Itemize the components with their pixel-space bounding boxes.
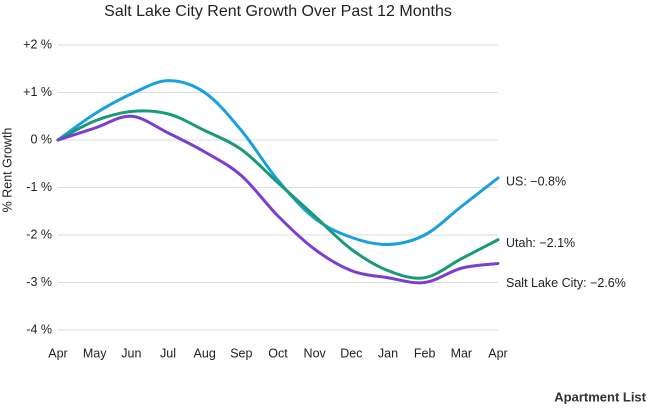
y-axis-label: % Rent Growth	[0, 128, 14, 213]
x-tick-label: Dec	[340, 346, 362, 360]
series-line	[56, 114, 500, 285]
x-tick-label: Oct	[268, 346, 288, 360]
series-end-label: US: −0.8%	[506, 174, 566, 188]
y-tick-label: -1 %	[26, 180, 52, 194]
brand: Apartment List	[554, 389, 646, 404]
x-tick-label: Sep	[230, 346, 252, 360]
x-tick-label: Jan	[378, 346, 398, 360]
x-tick-label: May	[83, 346, 107, 360]
x-tick-label: Feb	[414, 346, 436, 360]
y-tick-label: -3 %	[26, 275, 52, 289]
series-line	[56, 79, 500, 247]
x-tick-label: Nov	[304, 346, 327, 360]
chart-title: Salt Lake City Rent Growth Over Past 12 …	[104, 3, 452, 20]
x-tick-label: Mar	[451, 346, 473, 360]
series-line	[56, 109, 500, 280]
y-tick-label: -2 %	[26, 227, 52, 241]
x-tick-label: Aug	[194, 346, 216, 360]
x-tick-label: Jul	[160, 346, 176, 360]
y-tick-label: +1 %	[23, 85, 52, 99]
x-tick-label: Apr	[48, 346, 67, 360]
series-end-label: Salt Lake City: −2.6%	[506, 276, 626, 290]
y-tick-label: 0 %	[30, 132, 52, 146]
x-tick-label: Jun	[121, 346, 141, 360]
x-tick-label: Apr	[488, 346, 507, 360]
y-tick-label: +2 %	[23, 37, 52, 51]
series-end-label: Utah: −2.1%	[506, 236, 575, 250]
y-tick-label: -4 %	[26, 322, 52, 336]
